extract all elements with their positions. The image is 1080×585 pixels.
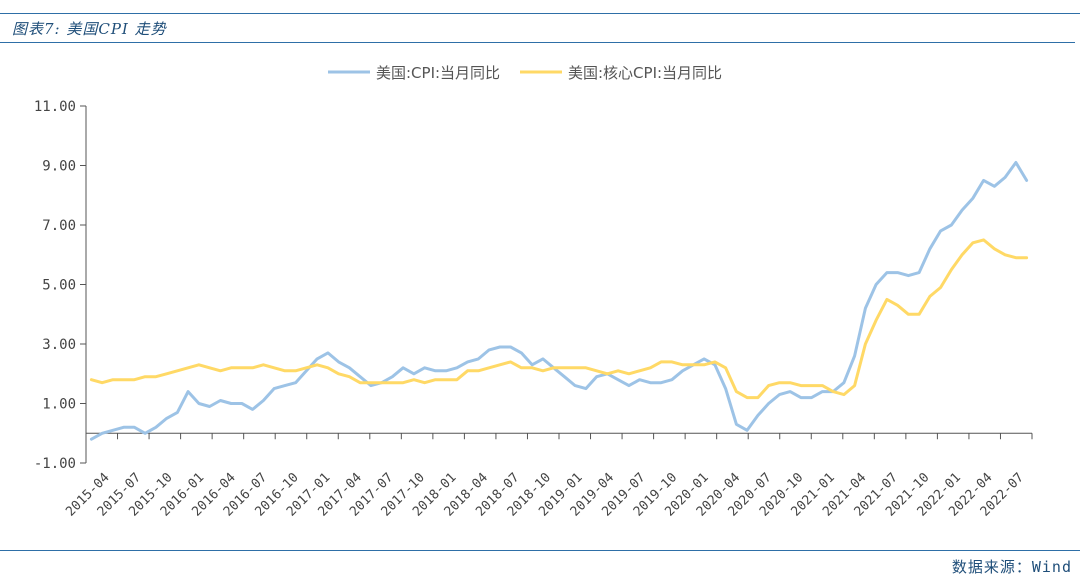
- figure-title: 图表7: 美国CPI 走势: [12, 20, 167, 38]
- source-note: 数据来源：Wind: [951, 558, 1072, 576]
- y-tick-label: 1.00: [42, 397, 76, 413]
- y-tick-label: -1.00: [34, 456, 76, 472]
- y-tick-label: 7.00: [42, 218, 76, 234]
- y-tick-label: 11.00: [34, 99, 76, 115]
- bottom-rule: [0, 550, 1080, 551]
- series-line-cpi: [89, 161, 1029, 441]
- legend-label-core-cpi: 美国:核心CPI:当月同比: [568, 64, 722, 82]
- series-line-core-cpi: [89, 238, 1029, 400]
- y-axis: -1.00 1.00 3.00 5.00 7.00 9.00 11.00: [34, 99, 87, 472]
- y-tick-label: 9.00: [42, 159, 76, 175]
- x-axis: 2015-042015-072015-102016-012016-042016-…: [63, 432, 1033, 520]
- y-tick-label: 5.00: [42, 278, 76, 294]
- header-rule: [0, 42, 1075, 43]
- series-layer: [89, 161, 1029, 441]
- legend: 美国:CPI:当月同比 美国:核心CPI:当月同比: [328, 64, 722, 82]
- legend-label-cpi: 美国:CPI:当月同比: [376, 64, 500, 82]
- y-tick-label: 3.00: [42, 337, 76, 353]
- top-rule: [0, 13, 1080, 14]
